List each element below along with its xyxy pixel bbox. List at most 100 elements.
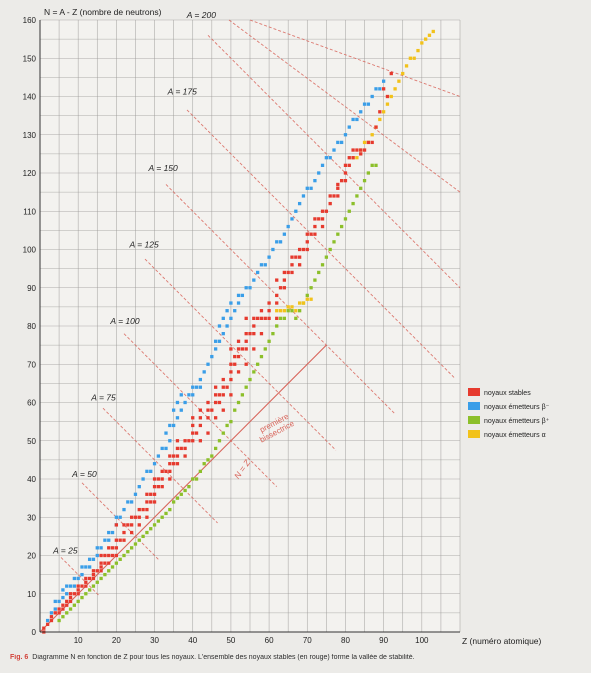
point-stable xyxy=(118,538,122,542)
isobar-line xyxy=(144,258,337,451)
point-alpha xyxy=(286,305,290,309)
point-stable xyxy=(236,339,241,343)
point-beta-minus xyxy=(309,186,313,190)
isobar-lines: A = 25 A = 50 A = 75 A = 100 A = 125 A = 150 A… xyxy=(52,10,461,596)
point-beta-minus xyxy=(233,309,237,313)
point-beta-minus xyxy=(53,607,57,611)
point-beta-plus xyxy=(65,611,69,615)
point-beta-minus xyxy=(252,278,256,282)
point-stable xyxy=(206,416,210,420)
point-stable xyxy=(213,400,218,405)
point-alpha xyxy=(431,29,435,34)
point-stable xyxy=(57,607,61,611)
point-beta-minus xyxy=(286,224,290,229)
point-stable xyxy=(290,263,294,267)
point-beta-minus xyxy=(240,293,245,298)
point-stable xyxy=(305,240,309,244)
point-stable xyxy=(179,446,183,451)
isobar-line xyxy=(228,19,461,193)
point-beta-plus xyxy=(336,232,340,236)
point-stable xyxy=(217,400,222,405)
point-stable xyxy=(244,362,248,366)
point-beta-minus xyxy=(248,286,252,290)
point-stable xyxy=(229,362,233,366)
point-beta-minus xyxy=(263,263,267,267)
point-beta-minus xyxy=(114,515,119,519)
point-stable xyxy=(378,110,382,114)
point-stable xyxy=(171,462,176,466)
point-beta-plus xyxy=(255,362,260,366)
x-tick-label: 30 xyxy=(150,636,159,645)
point-stable xyxy=(129,515,134,519)
point-beta-minus xyxy=(359,110,363,114)
point-beta-minus xyxy=(110,530,115,535)
point-beta-plus xyxy=(152,523,157,527)
point-beta-minus xyxy=(152,462,157,466)
point-beta-plus xyxy=(328,247,332,252)
point-alpha xyxy=(378,117,382,122)
isobar-label: A = 25 xyxy=(52,546,78,556)
point-beta-minus xyxy=(301,194,306,198)
point-beta-minus xyxy=(317,171,321,175)
point-stable xyxy=(91,572,96,577)
point-beta-minus xyxy=(53,599,57,604)
point-beta-minus xyxy=(145,469,149,473)
point-beta-minus xyxy=(80,572,84,577)
point-beta-plus xyxy=(171,500,176,504)
point-stable xyxy=(198,423,203,428)
point-stable xyxy=(76,592,80,596)
y-tick-label: 20 xyxy=(27,552,36,561)
point-beta-minus xyxy=(336,140,340,145)
point-beta-plus xyxy=(164,511,168,516)
point-beta-plus xyxy=(126,550,130,554)
point-beta-minus xyxy=(179,408,183,412)
point-stable xyxy=(145,507,149,512)
point-beta-minus xyxy=(381,79,386,83)
point-stable xyxy=(137,523,141,527)
point-stable xyxy=(221,408,225,412)
point-beta-minus xyxy=(370,94,374,99)
point-stable xyxy=(80,584,84,588)
y-tick-label: 110 xyxy=(23,207,36,216)
point-stable xyxy=(145,515,149,519)
point-beta-minus xyxy=(187,393,191,397)
point-beta-plus xyxy=(313,278,317,282)
point-beta-minus xyxy=(65,592,69,596)
point-beta-plus xyxy=(320,263,325,267)
isobar-line xyxy=(102,407,218,524)
point-stable xyxy=(183,454,187,458)
point-stable xyxy=(351,156,355,160)
isobar-line xyxy=(186,109,455,378)
point-beta-minus xyxy=(164,431,168,435)
point-stable xyxy=(244,316,248,320)
point-stable xyxy=(175,454,180,458)
point-beta-minus xyxy=(168,423,172,428)
legend-swatch-stable xyxy=(468,388,480,396)
point-beta-plus xyxy=(145,530,149,535)
point-stable xyxy=(107,561,111,565)
point-stable xyxy=(267,301,271,305)
point-beta-minus xyxy=(275,240,279,244)
point-beta-minus xyxy=(49,611,54,615)
point-stable xyxy=(229,393,233,397)
x-tick-label: 90 xyxy=(379,636,388,645)
point-beta-minus xyxy=(194,385,199,389)
point-stable xyxy=(320,209,325,213)
point-stable xyxy=(244,347,248,351)
point-stable xyxy=(57,611,61,615)
point-stable xyxy=(168,469,172,473)
isobar-label: A = 150 xyxy=(148,163,178,173)
point-alpha xyxy=(393,87,397,91)
legend: noyaux stables noyaux émetteurs β⁻ noyaux … xyxy=(468,388,550,439)
point-stable xyxy=(61,607,65,611)
point-beta-minus xyxy=(213,339,218,343)
point-beta-plus xyxy=(80,595,84,600)
point-alpha xyxy=(305,297,309,301)
point-stable xyxy=(313,217,317,221)
point-stable xyxy=(84,580,88,584)
point-stable xyxy=(362,148,367,152)
point-stable xyxy=(343,179,348,183)
point-beta-minus xyxy=(95,546,99,550)
point-beta-plus xyxy=(240,393,245,397)
point-stable xyxy=(76,588,80,592)
